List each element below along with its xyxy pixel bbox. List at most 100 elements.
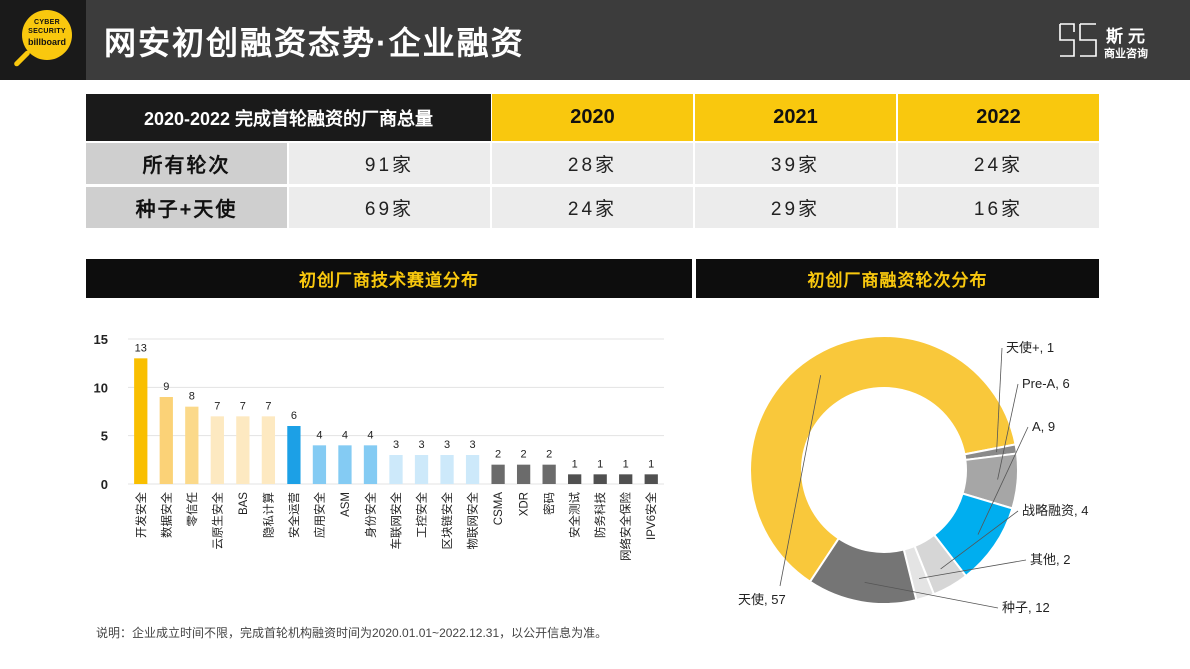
bar-value-label: 8: [189, 391, 195, 403]
donut-slice-label: 战略融资, 4: [1022, 503, 1088, 518]
bar-value-label: 2: [521, 449, 527, 461]
bar-16: [542, 464, 556, 484]
bar-20: [644, 474, 658, 484]
bar-value-label: 9: [163, 381, 169, 393]
bar-1: [159, 397, 173, 484]
tech-track-bar-chart: 05101513开发安全9数据安全8零信任7云原生安全7BAS7隐私计算6安全运…: [94, 332, 664, 561]
bar-value-label: 4: [342, 429, 348, 441]
donut-slice-label: 天使, 57: [738, 592, 786, 607]
donut-leader-line: [996, 347, 1003, 453]
category-label: 隐私计算: [261, 492, 275, 538]
category-label: 应用安全: [312, 492, 326, 538]
all-rounds-total: 91家: [289, 143, 490, 184]
bar-value-label: 1: [597, 458, 603, 470]
bar-value-label: 7: [214, 400, 220, 412]
bar-value-label: 7: [265, 400, 271, 412]
bar-10: [389, 455, 403, 484]
all-rounds-2021: 39家: [695, 143, 896, 184]
category-label: 零信任: [186, 492, 199, 527]
summary-table: 2020-2022 完成首轮融资的厂商总量 2020 2021 2022 所有轮…: [86, 94, 1099, 228]
category-label: 安全运营: [287, 492, 301, 538]
category-label: BAS: [238, 492, 250, 515]
donut-slice-label: 种子, 12: [1002, 600, 1050, 615]
donut-slice-label: Pre-A, 6: [1022, 376, 1070, 391]
bar-value-label: 4: [316, 429, 322, 441]
seed-angel-2022: 16家: [898, 187, 1099, 228]
bar-19: [619, 474, 633, 484]
year-header-2021: 2021: [695, 94, 896, 141]
bar-18: [593, 474, 607, 484]
category-label: CSMA: [493, 492, 505, 526]
y-tick-label: 0: [101, 477, 108, 492]
seed-angel-2020: 24家: [492, 187, 693, 228]
all-rounds-2022: 24家: [898, 143, 1099, 184]
row-label-all-rounds: 所有轮次: [86, 143, 287, 184]
category-label: 网络安全保险: [619, 492, 633, 561]
bar-9: [363, 445, 378, 484]
donut-slice-label: A, 9: [1032, 419, 1055, 434]
bar-value-label: 3: [418, 439, 424, 451]
bar-17: [568, 474, 582, 484]
bar-11: [414, 455, 429, 484]
category-label: 区块链安全: [440, 492, 454, 550]
brand-subtitle: 商业咨询: [1104, 48, 1148, 60]
bar-4: [236, 416, 250, 484]
y-tick-label: 10: [94, 380, 108, 395]
year-header-2020: 2020: [492, 94, 693, 141]
category-label: 工控安全: [415, 492, 429, 538]
bar-8: [338, 445, 352, 484]
table-title-cell: 2020-2022 完成首轮融资的厂商总量: [86, 94, 491, 141]
donut-leader-line: [919, 559, 1027, 579]
bar-value-label: 4: [367, 429, 373, 441]
bar-value-label: 1: [572, 458, 578, 470]
funding-round-donut-chart: 天使, 57 天使+, 1 Pre-A, 6 A, 9 战略融资, 4 其他, 2 种子, …: [738, 335, 1088, 615]
header-bar: CYBER SECURITY billboard 网安初创融资态势·企业融资 斯…: [0, 0, 1190, 80]
year-header-2022: 2022: [898, 94, 1099, 141]
page-title: 网安初创融资态势·企业融资: [104, 25, 525, 61]
brand-name: 斯元: [1106, 27, 1150, 46]
y-tick-label: 15: [94, 332, 108, 347]
bar-value-label: 7: [240, 400, 246, 412]
category-label: 云原生安全: [210, 492, 224, 550]
donut-slice-label: 其他, 2: [1030, 552, 1070, 567]
donut-leader-line: [997, 383, 1019, 480]
bar-7: [312, 445, 327, 484]
donut-slice-label: 天使+, 1: [1006, 340, 1054, 355]
donut-leader-line: [779, 375, 822, 587]
bar-value-label: 1: [623, 458, 629, 470]
donut-leader-line: [864, 581, 999, 609]
row-label-seed-angel: 种子+天使: [86, 187, 287, 228]
category-label: 身份安全: [363, 492, 377, 538]
bar-12: [440, 455, 454, 484]
category-label: 物联网安全: [466, 492, 480, 550]
seed-angel-2021: 29家: [695, 187, 896, 228]
bar-value-label: 3: [444, 439, 450, 451]
logo-line-1: CYBER: [33, 19, 60, 26]
category-label: 车联网安全: [389, 492, 403, 550]
bar-value-label: 3: [470, 439, 476, 451]
category-label: 开发安全: [134, 492, 148, 538]
all-rounds-2020: 28家: [492, 143, 693, 184]
footnote: 说明：企业成立时间不限，完成首轮机构融资时间为2020.01.01~2022.1…: [96, 626, 608, 640]
category-label: ASM: [340, 492, 352, 517]
category-label: 数据安全: [159, 492, 173, 538]
bar-2: [185, 406, 199, 484]
category-label: IPV6安全: [644, 492, 658, 540]
bar-value-label: 1: [648, 458, 654, 470]
bar-13: [465, 455, 480, 484]
bar-6: [287, 426, 301, 484]
category-label: 密码: [542, 492, 556, 515]
bar-value-label: 6: [291, 410, 297, 422]
category-label: 安全测试: [568, 492, 582, 538]
bar-5: [261, 416, 276, 484]
seed-angel-total: 69家: [289, 187, 490, 228]
bar-15: [516, 464, 531, 484]
brand-mark-icon: [1059, 23, 1097, 57]
bar-value-label: 13: [135, 342, 147, 354]
logo-line-2: SECURITY: [28, 28, 66, 35]
bar-14: [491, 464, 505, 484]
donut-leader-line: [977, 426, 1029, 535]
bar-value-label: 2: [546, 449, 552, 461]
donut-leader-line: [940, 510, 1019, 570]
section-title-funding-rounds: 初创厂商融资轮次分布: [696, 259, 1099, 298]
